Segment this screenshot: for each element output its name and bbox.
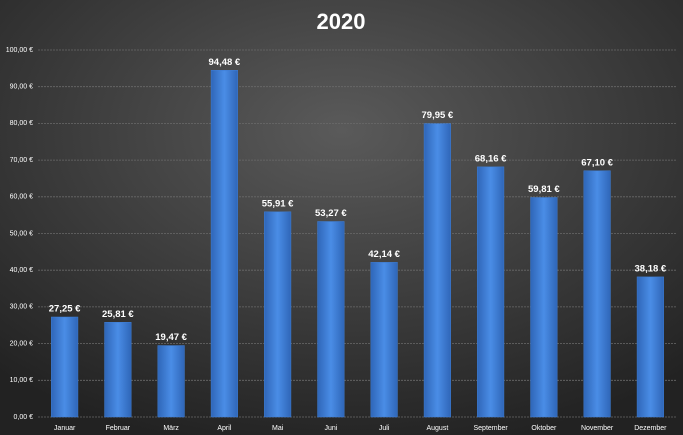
y-tick-label: 20,00 € xyxy=(10,340,33,347)
x-tick-label: September xyxy=(474,425,509,432)
bar xyxy=(210,70,238,418)
x-tick-label: Juni xyxy=(324,425,337,432)
y-tick-label: 50,00 € xyxy=(10,230,33,237)
y-tick-label: 60,00 € xyxy=(10,194,33,201)
bar xyxy=(104,322,132,418)
bar xyxy=(583,170,611,418)
x-tick-label: Oktober xyxy=(531,425,557,432)
bar xyxy=(477,166,505,418)
value-label: 59,81 € xyxy=(528,184,560,195)
bar xyxy=(530,197,558,418)
value-label: 25,81 € xyxy=(102,309,134,320)
y-tick-label: 0,00 € xyxy=(14,414,34,421)
x-tick-label: März xyxy=(163,425,179,432)
x-tick-label: Juli xyxy=(379,425,390,432)
bar xyxy=(157,345,185,418)
x-tick-label: November xyxy=(581,425,614,432)
value-label: 42,14 € xyxy=(368,249,400,260)
value-label: 19,47 € xyxy=(155,332,187,343)
x-tick-label: Mai xyxy=(272,425,284,432)
y-tick-label: 70,00 € xyxy=(10,157,33,164)
x-tick-label: August xyxy=(426,425,448,432)
value-label: 55,91 € xyxy=(262,198,294,209)
y-tick-label: 90,00 € xyxy=(10,84,33,91)
bar xyxy=(51,316,79,418)
value-label: 27,25 € xyxy=(49,304,81,315)
y-tick-label: 100,00 € xyxy=(6,47,33,54)
bar xyxy=(264,211,292,418)
x-tick-label: April xyxy=(217,425,231,432)
x-tick-label: Dezember xyxy=(634,425,667,432)
chart-title: 2020 xyxy=(317,9,366,34)
value-label: 67,10 € xyxy=(581,157,613,168)
value-label: 94,48 € xyxy=(209,57,241,68)
bar xyxy=(370,262,398,418)
y-tick-label: 10,00 € xyxy=(10,377,33,384)
x-tick-label: Januar xyxy=(54,425,76,432)
x-tick-label: Februar xyxy=(106,425,131,432)
y-tick-label: 40,00 € xyxy=(10,267,33,274)
y-tick-label: 30,00 € xyxy=(10,304,33,311)
value-label: 53,27 € xyxy=(315,208,347,219)
bar xyxy=(636,276,664,418)
bar xyxy=(423,123,451,418)
y-tick-label: 80,00 € xyxy=(10,120,33,127)
value-label: 68,16 € xyxy=(475,153,507,164)
value-label: 79,95 € xyxy=(422,110,454,121)
value-label: 38,18 € xyxy=(635,263,667,274)
bar xyxy=(317,221,345,418)
